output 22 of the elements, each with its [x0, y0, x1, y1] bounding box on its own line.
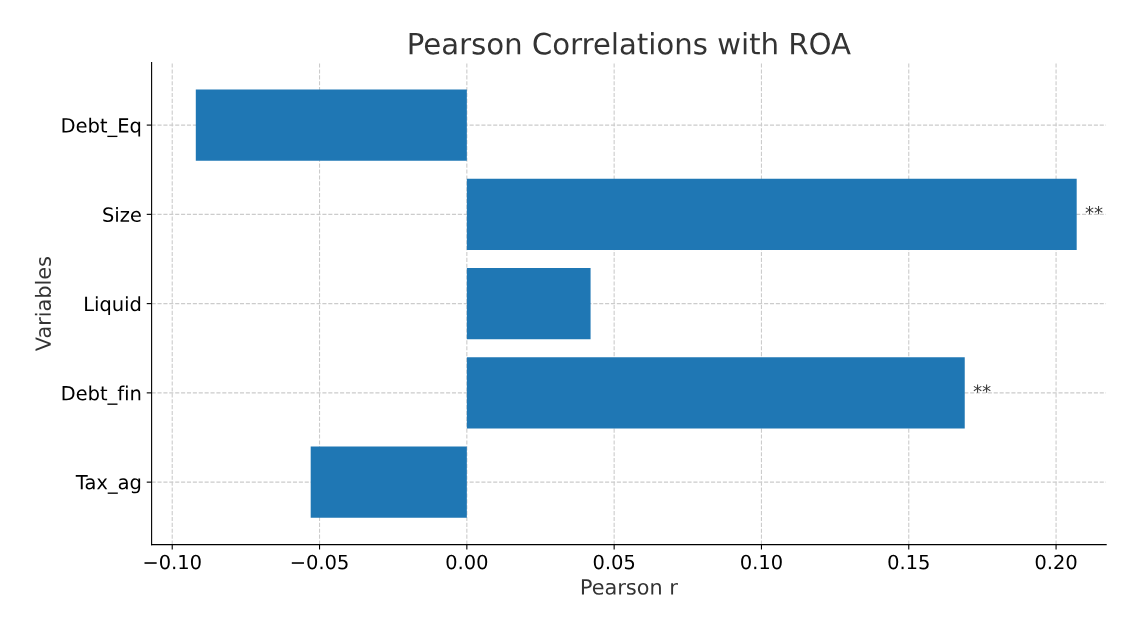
y-tick-label: Liquid	[85, 296, 141, 316]
x-tick-label: 0.15	[888, 554, 929, 570]
annotation: **	[973, 384, 991, 393]
bar	[466, 267, 591, 340]
x-tick-label: 0.10	[741, 554, 782, 570]
y-tick-label: Debt_fin	[62, 385, 141, 405]
bar	[310, 446, 467, 518]
x-tick-label: 0.00	[446, 554, 488, 570]
y-tick-label: Debt_Eq	[62, 117, 141, 138]
chart-title: Pearson Correlations with ROA	[409, 32, 851, 55]
x-tick-label: 0.05	[593, 554, 635, 570]
bar	[466, 178, 1077, 251]
y-tick-label: Tax_ag	[75, 475, 141, 494]
y-tick-label: Size	[103, 206, 141, 223]
annotation: **	[1085, 205, 1103, 215]
x-tick-label: −0.10	[144, 554, 201, 570]
bar	[195, 89, 467, 161]
y-axis-title: Variables	[34, 257, 52, 352]
x-axis-title: Pearson r	[581, 579, 678, 595]
x-tick-label: 0.20	[1035, 554, 1077, 570]
x-tick-label: −0.05	[291, 554, 348, 570]
bar	[466, 357, 965, 429]
